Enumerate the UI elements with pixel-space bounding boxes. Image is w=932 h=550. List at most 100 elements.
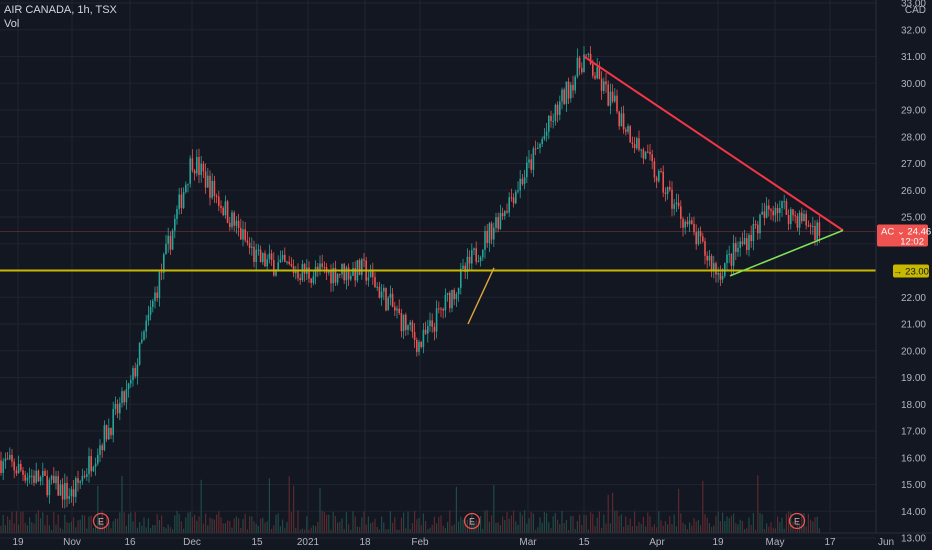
volume-bar [627, 525, 629, 533]
symbol-title[interactable]: AIR CANADA, 1h, TSX [4, 4, 117, 16]
volume-bar [372, 521, 374, 533]
breakout-trendline[interactable] [467, 267, 495, 325]
candle-body [596, 67, 598, 79]
volume-bar [282, 519, 284, 533]
volume-bar [51, 529, 53, 533]
volume-bar [416, 519, 418, 533]
volume-bar [183, 528, 185, 533]
volume-bar [425, 520, 427, 533]
time-tick-label: 15 [578, 537, 590, 548]
candle-body [424, 329, 427, 334]
volume-bar [660, 520, 662, 533]
candle-body [290, 264, 293, 266]
volume-bar [42, 512, 44, 533]
volume-label[interactable]: Vol [4, 18, 20, 30]
candle-body [303, 264, 306, 274]
candle-body [609, 91, 612, 106]
volume-bar [656, 527, 658, 533]
candle-body [625, 129, 627, 132]
candle-body [550, 115, 552, 121]
volume-bar [521, 515, 523, 533]
volume-bar [431, 524, 433, 533]
volume-bar [774, 528, 776, 533]
earnings-marker[interactable] [788, 512, 806, 530]
candle-body [541, 138, 543, 145]
support-trendline[interactable] [729, 229, 844, 277]
volume-bar [112, 521, 114, 533]
price-tick-label: 19.00 [901, 373, 926, 384]
candle-body [13, 461, 15, 471]
time-axis[interactable]: 19 Nov 16 Dec 15 2021 18 Feb Mar 15 Apr 19 May 17 Jun [0, 532, 932, 548]
price-tick-label: 28.00 [901, 132, 926, 143]
candle-body [110, 427, 112, 436]
candle-body [682, 218, 684, 228]
volume-bar [706, 517, 708, 533]
volume-bar [174, 515, 176, 533]
volume-bar [667, 524, 669, 533]
time-tick-label: Apr [649, 537, 665, 548]
volume-bar [29, 517, 31, 533]
volume-bar [563, 523, 565, 533]
volume-bar [260, 518, 262, 533]
volume-bar [57, 514, 59, 533]
earnings-marker[interactable] [463, 512, 481, 530]
candle-body [809, 225, 812, 227]
candle-body [658, 170, 660, 182]
volume-bar [150, 527, 152, 533]
volume-bar [691, 525, 693, 533]
volume-bar [62, 529, 64, 533]
candle-body [284, 254, 286, 263]
candle-body [801, 212, 803, 222]
volume-bar [636, 525, 638, 533]
candle-body [189, 158, 191, 184]
volume-bar [18, 524, 20, 533]
price-tick-label: 29.00 [901, 106, 926, 117]
volume-bar [317, 521, 319, 533]
volume-bar [645, 526, 647, 533]
volume-bar [519, 512, 521, 533]
volume-bar [783, 528, 785, 533]
volume-bar [583, 515, 585, 533]
volume-bar [326, 515, 328, 533]
candle-body [167, 235, 169, 244]
candle-body [154, 292, 156, 301]
candle-body [295, 271, 297, 274]
volume-bar [722, 512, 724, 533]
volume-bar [728, 518, 730, 533]
candle-body [244, 229, 246, 241]
candle-body [715, 263, 717, 275]
volume-bar [508, 518, 510, 533]
candle-body [141, 339, 143, 343]
candle-body [88, 456, 90, 475]
volume-bar [75, 527, 77, 533]
volume-bar [103, 525, 105, 533]
earnings-marker[interactable] [92, 512, 110, 530]
volume-bar [433, 516, 435, 533]
candle-body [537, 147, 539, 149]
candle-body [748, 234, 750, 251]
candle-body [75, 478, 77, 497]
earnings-label: E [98, 517, 104, 527]
candle-body [145, 320, 147, 332]
volume-bar [629, 518, 631, 533]
candle-body [457, 287, 460, 295]
candle-body [526, 162, 528, 178]
volume-bar [315, 526, 317, 533]
candle-body [44, 470, 46, 476]
candles[interactable] [0, 46, 821, 509]
volume-bar [559, 524, 561, 533]
resistance-trendline[interactable] [583, 55, 844, 232]
volume-bar [700, 525, 702, 533]
candle-body [508, 197, 510, 213]
volume-bar [570, 515, 572, 533]
candle-body [255, 249, 257, 262]
volume-bar [744, 529, 746, 533]
time-tick-label: 18 [359, 537, 371, 548]
candle-body [647, 151, 649, 153]
candle-body [369, 269, 372, 278]
candle-body [77, 478, 79, 483]
volume-bar [409, 529, 411, 533]
